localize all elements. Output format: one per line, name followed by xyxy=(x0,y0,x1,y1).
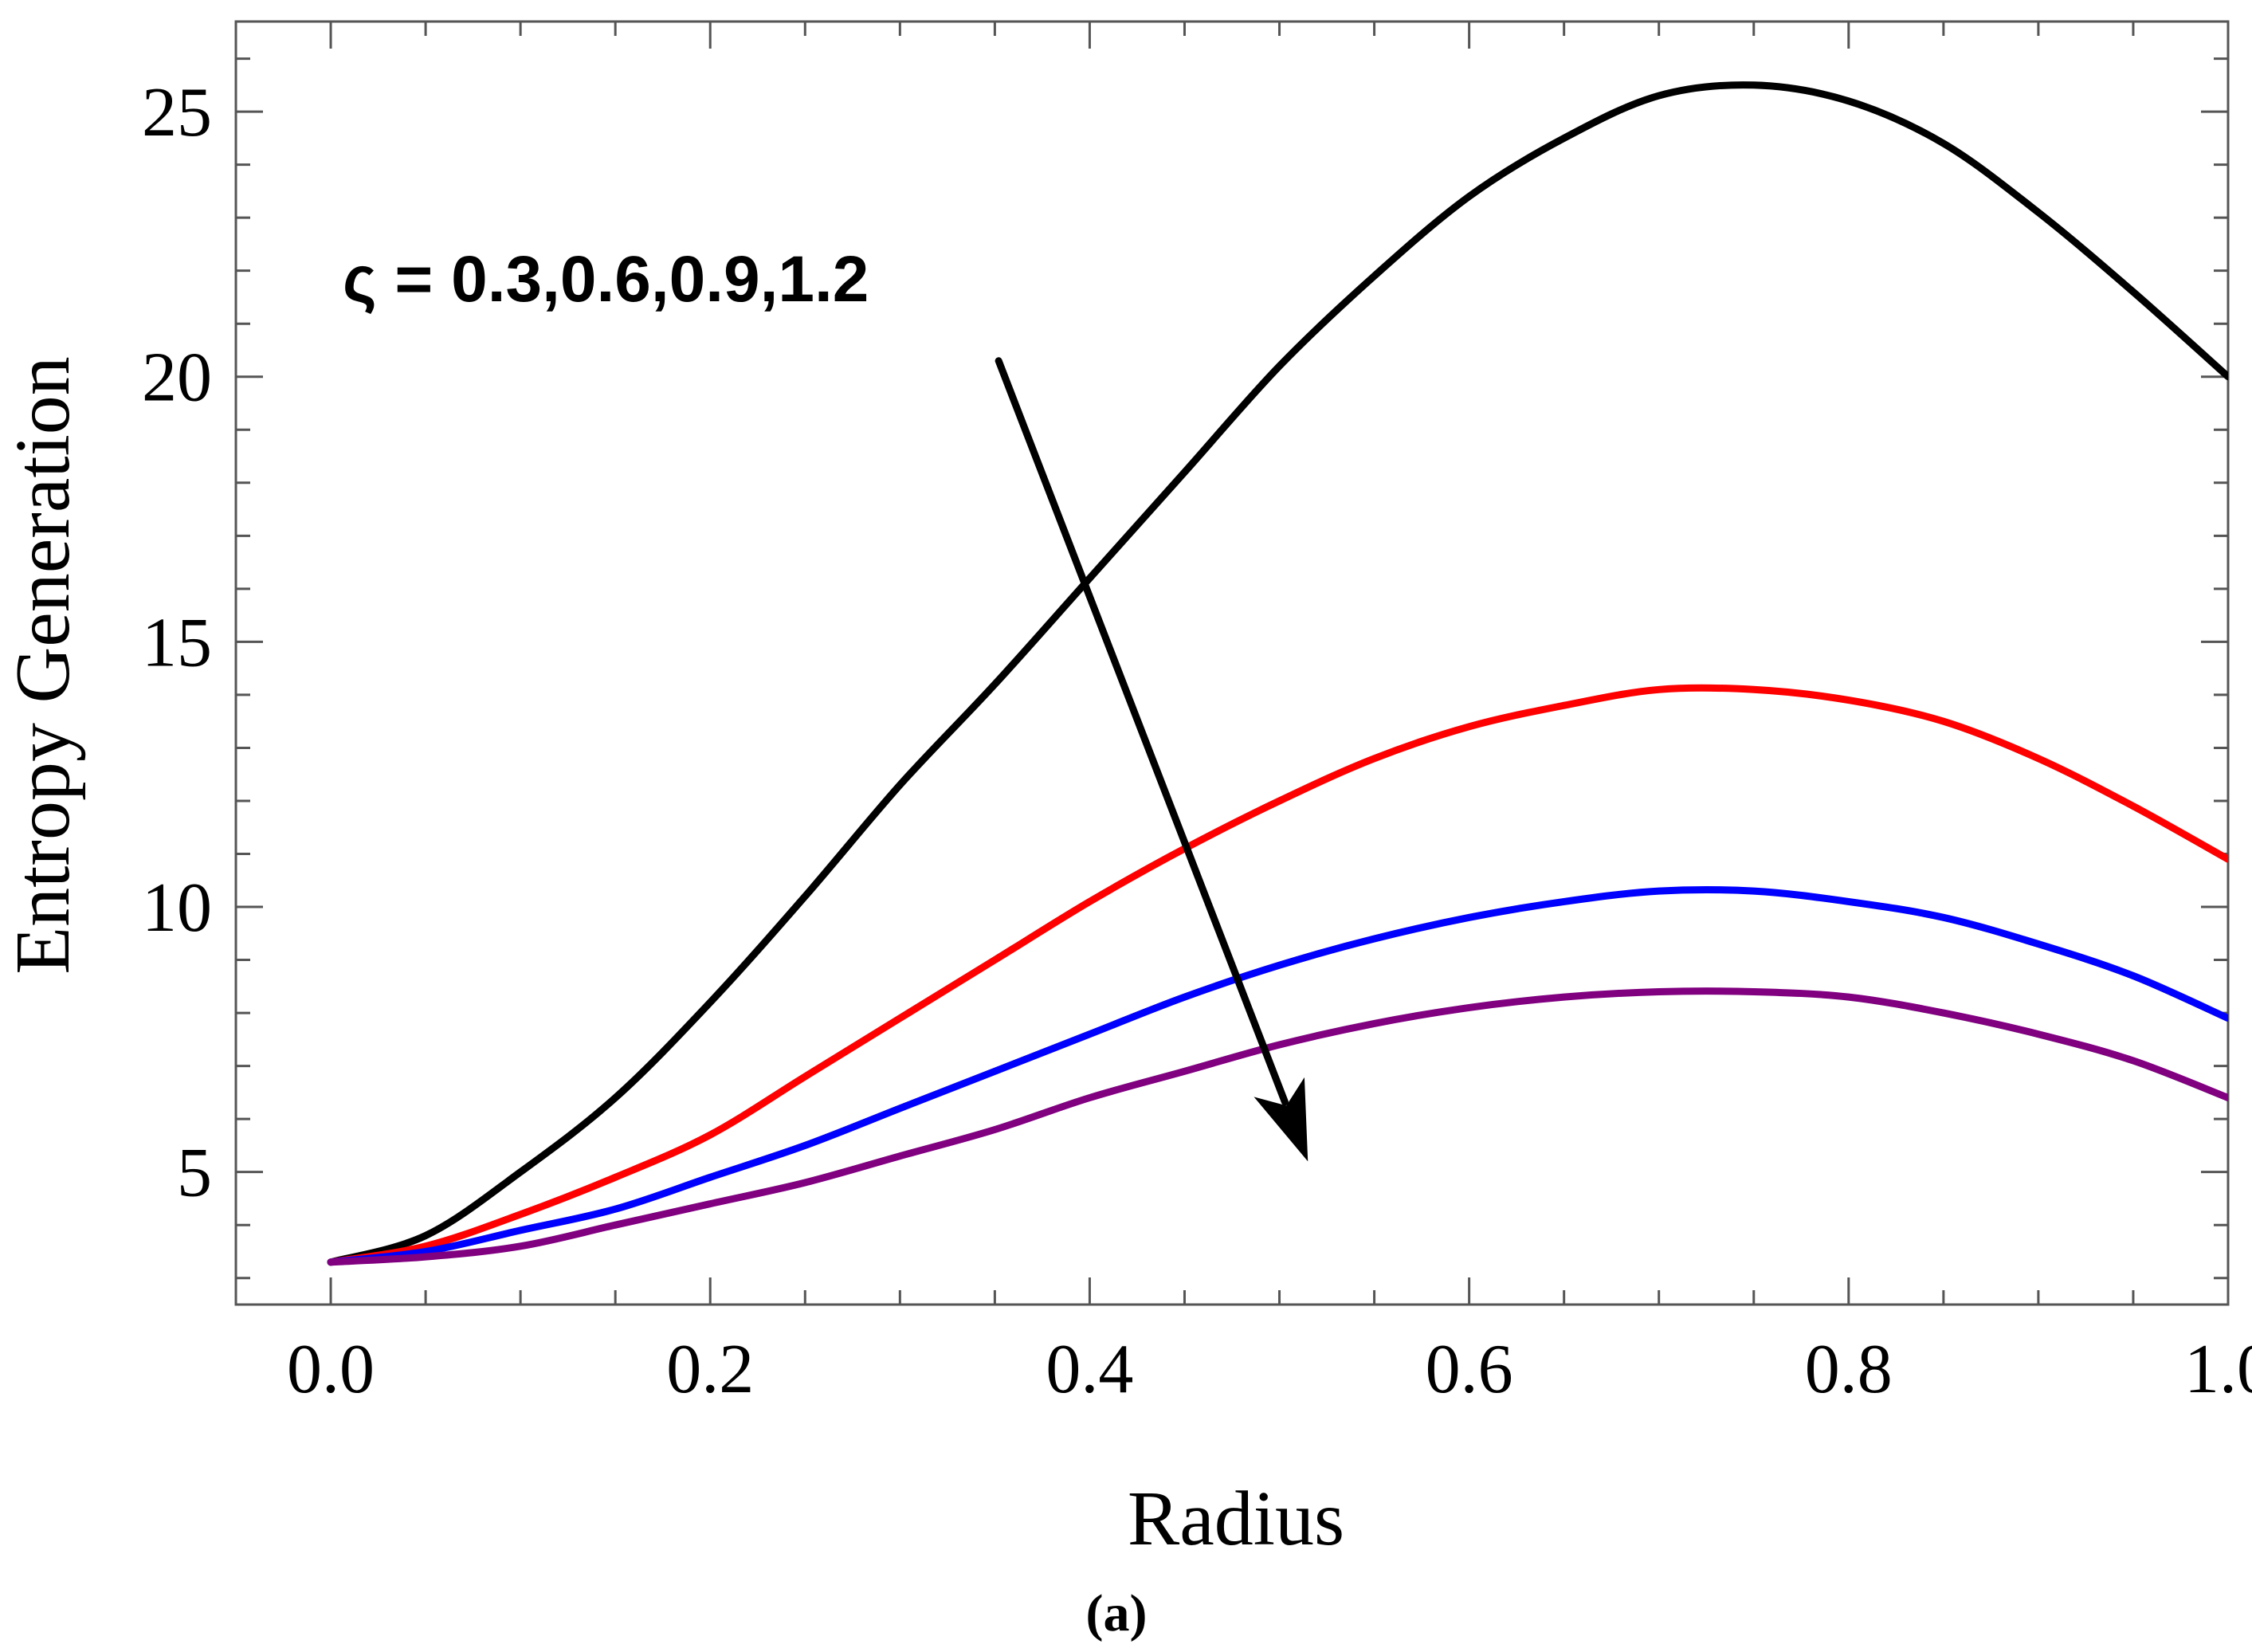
y-axis-title: Entropy Generation xyxy=(0,356,86,975)
y-tick-label: 10 xyxy=(142,869,212,947)
y-tick-label: 25 xyxy=(142,74,212,151)
x-axis-ticks: 0.0 0.2 0.4 0.6 0.8 1.0 xyxy=(287,22,2252,1408)
y-tick-label: 15 xyxy=(142,604,212,681)
plot-frame xyxy=(234,20,2230,1306)
x-tick-label: 1.0 xyxy=(2184,1331,2252,1408)
series-group xyxy=(327,81,2228,1266)
y-axis-ticks: 5 10 15 20 25 xyxy=(142,57,2228,1280)
figure-caption: (a) xyxy=(1086,1584,1148,1642)
x-tick-label: 0.6 xyxy=(1426,1331,1513,1408)
series-line-4 xyxy=(327,987,2228,1266)
annotation-arrow-shaft xyxy=(995,357,1289,1106)
x-axis-title: Radius xyxy=(1128,1476,1344,1562)
x-tick-label: 0.0 xyxy=(287,1331,375,1408)
y-tick-label: 5 xyxy=(177,1135,212,1212)
x-tick-label: 0.2 xyxy=(666,1331,754,1408)
series-line-1 xyxy=(327,81,2228,1266)
series-line-2 xyxy=(327,684,2228,1266)
y-tick-label: 20 xyxy=(142,339,212,417)
series-line-3 xyxy=(327,885,2228,1266)
x-tick-label: 0.8 xyxy=(1805,1331,1893,1408)
parameter-annotation: ς = 0.3,0.6,0.9,1.2 xyxy=(343,243,1308,1162)
x-tick-label: 0.4 xyxy=(1046,1331,1133,1408)
annotation-arrow-head xyxy=(1254,1077,1308,1162)
annotation-label: ς = 0.3,0.6,0.9,1.2 xyxy=(343,243,869,316)
